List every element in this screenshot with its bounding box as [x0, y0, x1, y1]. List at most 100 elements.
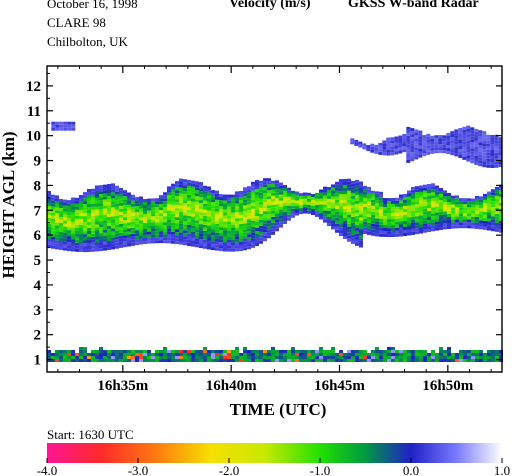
echo-pixel: [171, 225, 175, 229]
echo-pixel: [131, 197, 135, 201]
echo-pixel: [87, 189, 91, 192]
echo-pixel: [95, 227, 99, 231]
echo-pixel: [199, 200, 203, 204]
echo-pixel: [442, 144, 447, 148]
echo-pixel: [71, 224, 75, 228]
echo-pixel: [59, 202, 63, 205]
echo-pixel: [339, 350, 343, 353]
echo-pixel: [247, 198, 251, 202]
echo-pixel: [494, 137, 499, 141]
echo-pixel: [463, 216, 467, 220]
echo-pixel: [427, 211, 431, 214]
echo-pixel: [351, 350, 355, 353]
echo-pixel: [402, 146, 407, 150]
echo-pixel: [259, 195, 263, 199]
echo-pixel: [55, 228, 59, 232]
echo-pixel: [243, 238, 247, 242]
echo-pixel: [331, 217, 335, 221]
echo-pixel: [235, 347, 239, 350]
echo-pixel: [79, 198, 83, 201]
echo-pixel: [271, 356, 275, 359]
echo-pixel: [131, 239, 135, 243]
echo-pixel: [183, 179, 187, 183]
echo-pixel: [175, 235, 179, 239]
echo-pixel: [475, 204, 479, 208]
echo-pixel: [187, 182, 191, 186]
echo-pixel: [495, 189, 499, 193]
echo-pixel: [91, 233, 95, 237]
echo-pixel: [143, 226, 147, 229]
echo-pixel: [95, 233, 99, 237]
echo-pixel: [299, 202, 303, 206]
echo-pixel: [267, 353, 271, 356]
echo-pixel: [135, 200, 139, 204]
echo-pixel: [219, 203, 223, 207]
echo-pixel: [211, 190, 215, 194]
echo-pixel: [335, 196, 339, 200]
echo-pixel: [466, 125, 471, 129]
echo-pixel: [179, 187, 183, 191]
echo-pixel: [263, 211, 267, 215]
echo-pixel: [475, 225, 479, 229]
echo-pixel: [431, 195, 435, 199]
echo-pixel: [79, 243, 83, 246]
echo-pixel: [111, 225, 115, 229]
echo-pixel: [99, 353, 103, 356]
echo-pixel: [187, 242, 191, 246]
echo-pixel: [203, 224, 207, 228]
echo-pixel: [163, 207, 167, 211]
echo-pixel: [199, 359, 203, 362]
echo-pixel: [179, 350, 183, 353]
echo-pixel: [370, 146, 375, 150]
echo-pixel: [259, 183, 263, 187]
echo-pixel: [119, 238, 123, 242]
echo-pixel: [434, 135, 439, 139]
echo-pixel: [335, 190, 339, 194]
echo-pixel: [115, 239, 119, 243]
echo-pixel: [395, 203, 399, 207]
echo-pixel: [195, 202, 199, 206]
echo-pixel: [55, 234, 59, 238]
echo-pixel: [443, 190, 447, 194]
echo-pixel: [395, 218, 399, 222]
echo-pixel: [395, 209, 399, 213]
echo-pixel: [363, 350, 367, 353]
echo-pixel: [211, 238, 215, 242]
echo-pixel: [199, 224, 203, 228]
echo-pixel: [87, 246, 91, 249]
echo-pixel: [211, 205, 215, 209]
echo-pixel: [407, 226, 411, 230]
echo-pixel: [99, 227, 103, 231]
echo-pixel: [119, 356, 123, 359]
echo-pixel: [495, 213, 499, 217]
echo-pixel: [111, 356, 115, 359]
echo-pixel: [291, 193, 295, 197]
echo-pixel: [199, 185, 203, 189]
echo-pixel: [482, 164, 487, 168]
x-axis-label: TIME (UTC): [230, 400, 327, 419]
echo-pixel: [439, 359, 443, 362]
echo-pixel: [303, 204, 307, 208]
echo-pixel: [119, 187, 123, 191]
echo-pixel: [251, 181, 255, 185]
echo-pixel: [411, 225, 415, 229]
echo-pixel: [187, 215, 191, 219]
echo-pixel: [427, 220, 431, 223]
echo-pixel: [51, 245, 55, 249]
echo-pixel: [99, 248, 103, 252]
echo-pixel: [291, 359, 295, 362]
echo-pixel: [71, 200, 75, 204]
echo-pixel: [143, 356, 147, 359]
echo-pixel: [403, 200, 407, 203]
echo-pixel: [147, 350, 151, 353]
echo-pixel: [311, 356, 315, 359]
echo-pixel: [355, 197, 359, 201]
echo-pixel: [339, 191, 343, 195]
echo-pixel: [171, 186, 175, 190]
echo-pixel: [423, 353, 427, 356]
echo-pixel: [415, 231, 419, 235]
echo-pixel: [107, 229, 111, 232]
echo-pixel: [95, 194, 99, 198]
echo-pixel: [410, 128, 415, 132]
echo-pixel: [311, 200, 315, 203]
